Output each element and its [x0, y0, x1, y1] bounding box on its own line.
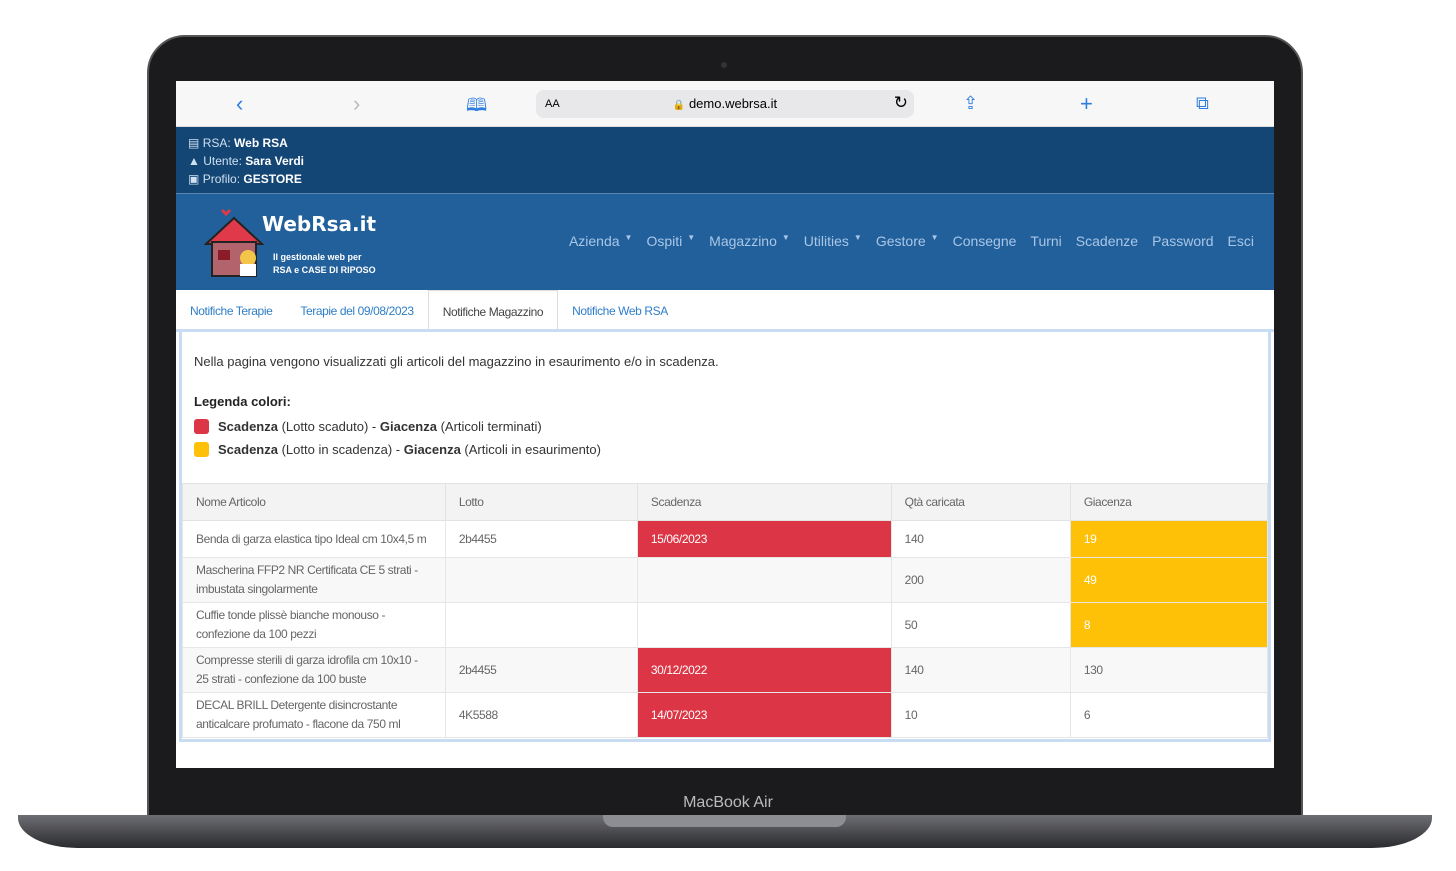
nav-item-ospiti[interactable]: Ospiti	[646, 233, 683, 249]
nav-item-password[interactable]: Password	[1152, 233, 1214, 249]
caret-down-icon: ▼	[687, 233, 696, 242]
nav-item-scadenze[interactable]: Scadenze	[1075, 233, 1139, 249]
nav-menu: Azienda ▼ Ospiti ▼ Magazzino ▼ Utilities ▼ Gesto…	[569, 233, 1254, 249]
page-description: Nella pagina vengono visualizzati gli ar…	[194, 354, 719, 369]
main-navbar: WebRsa.it Il gestionale web per RSA e CAS…	[176, 194, 1274, 290]
table-row[interactable]: Mascherina FFP2 NR Certificata CE 5 stra…	[182, 557, 1269, 603]
column-header[interactable]: Lotto	[444, 483, 638, 521]
table-cell: DECAL BRILL Detergente disincrostante an…	[182, 692, 446, 738]
caret-down-icon: ▼	[781, 233, 790, 242]
nav-item-consegne[interactable]: Consegne	[952, 233, 1017, 249]
profile-value: GESTORE	[243, 172, 302, 186]
brand-tagline: Il gestionale web per RSA e CASE DI RIPOS…	[273, 252, 376, 275]
user-icon: ▲	[188, 154, 200, 168]
table-cell: Compresse sterili di garza idrofila cm 1…	[182, 647, 446, 693]
profile-icon: ▣	[188, 172, 200, 186]
table-cell: 15/06/2023	[636, 520, 892, 558]
rsa-label: RSA:	[202, 136, 231, 150]
nav-item-gestore[interactable]: Gestore	[875, 233, 926, 249]
table-cell: 140	[890, 647, 1071, 693]
column-header[interactable]: Scadenza	[636, 483, 892, 521]
column-header[interactable]: Nome Articolo	[182, 483, 446, 521]
tab-0[interactable]: Notifiche Terapie	[190, 304, 273, 318]
chevron-left-icon[interactable]: ‹	[236, 91, 244, 116]
legend-title: Legenda colori:	[194, 394, 291, 409]
address-bar[interactable]: AA 🔒 demo.webrsa.it ↻	[536, 90, 914, 118]
user-label: Utente:	[203, 154, 242, 168]
nav-item-magazzino[interactable]: Magazzino	[709, 233, 777, 249]
nav-item-azienda[interactable]: Azienda	[568, 233, 620, 249]
table-cell	[636, 557, 892, 603]
table-cell: 2b4455	[444, 520, 638, 558]
column-header[interactable]: Qtà caricata	[890, 483, 1071, 521]
table-cell: 140	[890, 520, 1071, 558]
profile-label: Profilo:	[202, 172, 241, 186]
tab-3[interactable]: Notifiche Web RSA	[572, 304, 668, 318]
table-cell: Mascherina FFP2 NR Certificata CE 5 stra…	[182, 557, 446, 603]
camera	[721, 62, 727, 68]
legend-item: Scadenza (Lotto in scadenza) - Giacenza …	[182, 438, 1268, 461]
nav-item-utilities[interactable]: Utilities	[803, 233, 849, 249]
column-header[interactable]: Giacenza	[1069, 483, 1269, 521]
screen: ‹ › 🕮 AA 🔒 demo.webrsa.it ↻ ⇪ + ⧉ ▤ RSA:…	[176, 81, 1274, 768]
url-text: demo.webrsa.it	[688, 96, 778, 111]
tab-bar: Notifiche Terapie Terapie del 09/08/2023 N…	[176, 290, 1274, 332]
lock-icon: 🔒	[672, 100, 686, 111]
table-cell: 6	[1069, 692, 1269, 738]
caret-down-icon: ▼	[624, 233, 633, 242]
table-cell: 200	[890, 557, 1071, 603]
stock-table: Nome Articolo Lotto Scadenza Qtà caricata Gi…	[182, 483, 1269, 738]
nav-item-turni[interactable]: Turni	[1030, 233, 1062, 249]
reload-icon[interactable]: ↻	[893, 93, 908, 112]
session-info: ▤ RSA: Web RSA ▲ Utente: Sara Verdi ▣ Pr…	[176, 127, 1274, 194]
tabs-icon[interactable]: ⧉	[1196, 93, 1209, 113]
table-cell: 50	[890, 602, 1071, 648]
plus-icon[interactable]: +	[1080, 91, 1093, 116]
building-icon: ▤	[188, 136, 200, 150]
caret-down-icon: ▼	[853, 233, 862, 242]
table-cell	[444, 602, 638, 648]
nav-item-esci[interactable]: Esci	[1227, 233, 1254, 249]
notifications-panel: Nella pagina vengono visualizzati gli ar…	[179, 332, 1271, 742]
table-cell: 2b4455	[444, 647, 638, 693]
table-cell: 4K5588	[444, 692, 638, 738]
table-cell: 30/12/2022	[636, 647, 892, 693]
rsa-value: Web RSA	[234, 136, 288, 150]
table-cell: Benda di garza elastica tipo Ideal cm 10…	[182, 520, 446, 558]
table-cell: 49	[1069, 557, 1269, 603]
table-cell: 8	[1069, 602, 1269, 648]
user-value: Sara Verdi	[245, 154, 304, 168]
table-row[interactable]: Compresse sterili di garza idrofila cm 1…	[182, 647, 1269, 693]
table-row[interactable]: Cuffie tonde plissè bianche monouso - co…	[182, 602, 1269, 648]
tab-2[interactable]: Notifiche Magazzino	[427, 290, 559, 329]
table-cell	[636, 602, 892, 648]
laptop-model-label: MacBook Air	[683, 794, 773, 811]
table-cell: 14/07/2023	[636, 692, 892, 738]
book-icon[interactable]: 🕮	[466, 95, 488, 115]
laptop-notch	[603, 815, 846, 827]
legend-swatch	[194, 419, 209, 434]
share-icon[interactable]: ⇪	[963, 93, 979, 113]
tab-1[interactable]: Terapie del 09/08/2023	[300, 304, 414, 318]
legend-item: Scadenza (Lotto scaduto) - Giacenza (Art…	[182, 415, 1268, 438]
caret-down-icon: ▼	[930, 233, 939, 242]
brand-name: WebRsa.it	[262, 212, 377, 236]
table-row[interactable]: Benda di garza elastica tipo Ideal cm 10…	[182, 520, 1269, 558]
table-cell: 10	[890, 692, 1071, 738]
browser-toolbar: ‹ › 🕮 AA 🔒 demo.webrsa.it ↻ ⇪ + ⧉	[176, 81, 1274, 127]
table-cell	[444, 557, 638, 603]
house-logo-icon[interactable]	[204, 206, 264, 278]
table-row[interactable]: DECAL BRILL Detergente disincrostante an…	[182, 692, 1269, 738]
legend-swatch	[194, 442, 209, 457]
table-cell: 130	[1069, 647, 1269, 693]
chevron-right-icon[interactable]: ›	[353, 91, 361, 116]
table-cell: 19	[1069, 520, 1269, 558]
table-cell: Cuffie tonde plissè bianche monouso - co…	[182, 602, 446, 648]
text-size-button[interactable]: AA	[545, 98, 560, 110]
